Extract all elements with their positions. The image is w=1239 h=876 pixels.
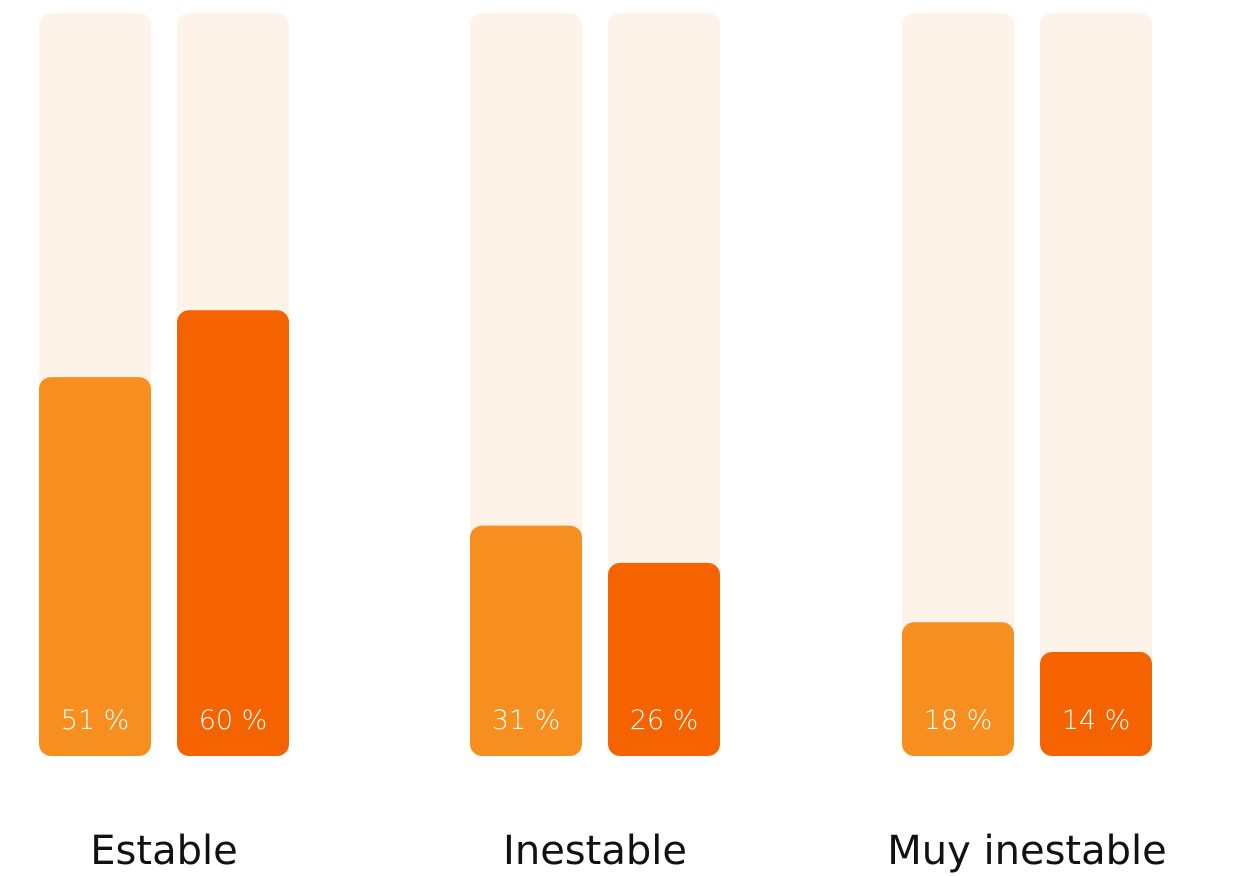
category-labels: Estable Inestable Muy inestable [90, 828, 1166, 874]
bar-value-label-inestable-1: 31 % [492, 705, 561, 736]
category-label-estable: Estable [90, 828, 237, 874]
bar-value-label-estable-2: 60 % [199, 705, 268, 736]
bar-estable-1 [39, 377, 151, 756]
bar-track-muy-inestable-1 [902, 13, 1014, 756]
bar-value-label-inestable-2: 26 % [630, 705, 699, 736]
bar-track-muy-inestable-2 [1040, 13, 1152, 756]
bar-inestable-1 [470, 525, 582, 756]
bar-value-label-estable-1: 51 % [61, 705, 130, 736]
bar-value-labels: 51 % 60 % 31 % 26 % 18 % 14 % [61, 705, 1131, 736]
category-label-inestable: Inestable [503, 828, 687, 874]
category-label-muy-inestable: Muy inestable [887, 828, 1166, 874]
bar-inestable-2 [608, 562, 720, 756]
bar-muy-inestable-1 [902, 622, 1014, 756]
bar-estable-2 [177, 310, 289, 756]
bar-muy-inestable-2 [1040, 651, 1152, 756]
bar-value-label-muy-inestable-1: 18 % [924, 705, 993, 736]
bar-value-label-muy-inestable-2: 14 % [1062, 705, 1131, 736]
bars [39, 310, 1152, 756]
